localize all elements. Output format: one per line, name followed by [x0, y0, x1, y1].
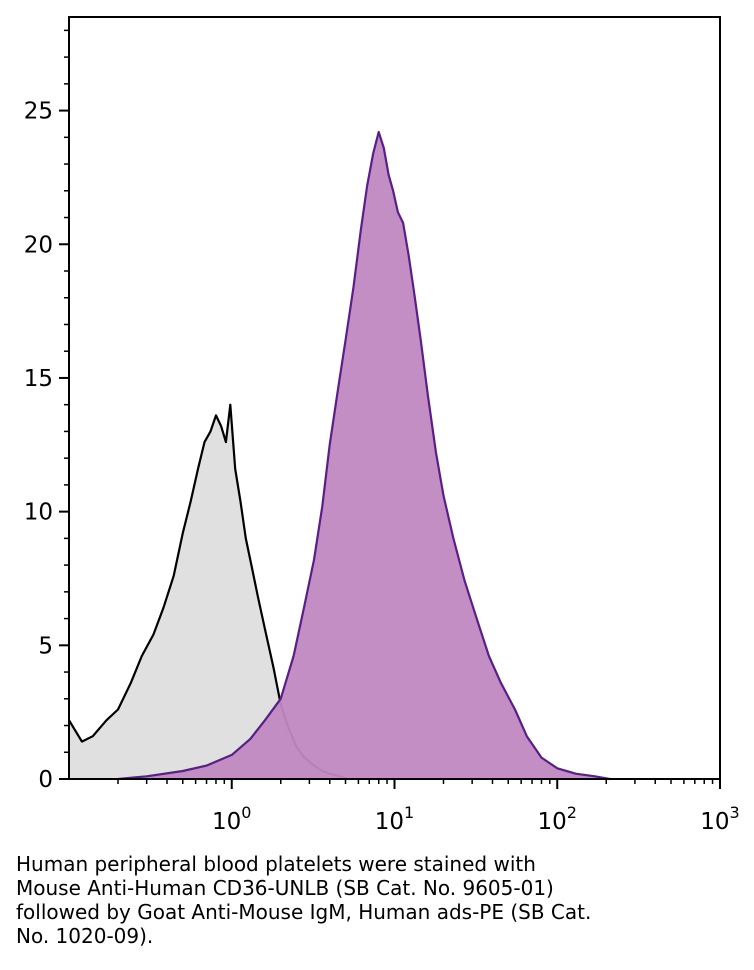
y-tick-label: 10 — [24, 500, 53, 526]
histogram-area-2 — [118, 132, 610, 779]
y-tick-label: 15 — [24, 366, 53, 392]
x-tick-label: 100 — [212, 803, 251, 835]
x-tick-label: 103 — [700, 803, 739, 835]
x-tick-label: 101 — [375, 803, 414, 835]
figure-caption: Human peripheral blood platelets were st… — [16, 852, 716, 948]
histogram-chart: 0 5 10 15 20 25 100 101 102 103 — [24, 16, 740, 835]
y-tick-label: 5 — [38, 633, 53, 659]
caption-line-4: No. 1020-09). — [16, 924, 154, 948]
caption-line-3: followed by Goat Anti-Mouse IgM, Human a… — [16, 900, 592, 924]
histogram-area-1 — [69, 404, 349, 779]
caption-line-2: Mouse Anti-Human CD36-UNLB (SB Cat. No. … — [16, 876, 554, 900]
y-tick-label: 25 — [24, 99, 53, 125]
x-tick-label: 102 — [538, 803, 577, 835]
caption-line-1: Human peripheral blood platelets were st… — [16, 852, 536, 876]
axis-ticks: 0 5 10 15 20 25 100 101 102 103 — [24, 29, 740, 835]
series-layer — [68, 130, 610, 781]
histogram-outline-2 — [117, 130, 610, 781]
y-tick-label: 20 — [24, 232, 53, 258]
y-tick-label: 0 — [38, 767, 53, 793]
